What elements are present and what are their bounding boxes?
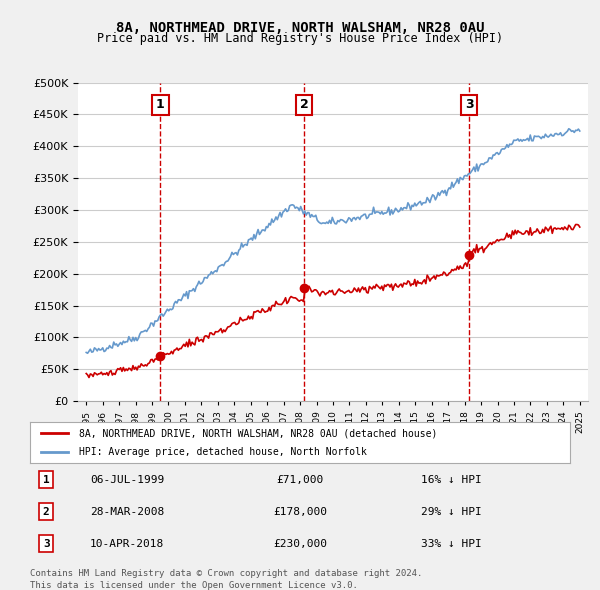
- Text: 8A, NORTHMEAD DRIVE, NORTH WALSHAM, NR28 0AU (detached house): 8A, NORTHMEAD DRIVE, NORTH WALSHAM, NR28…: [79, 428, 437, 438]
- Text: £71,000: £71,000: [277, 475, 323, 485]
- Text: This data is licensed under the Open Government Licence v3.0.: This data is licensed under the Open Gov…: [30, 581, 358, 590]
- Text: 06-JUL-1999: 06-JUL-1999: [90, 475, 164, 485]
- Text: 16% ↓ HPI: 16% ↓ HPI: [421, 475, 482, 485]
- Text: £230,000: £230,000: [273, 539, 327, 549]
- Text: Contains HM Land Registry data © Crown copyright and database right 2024.: Contains HM Land Registry data © Crown c…: [30, 569, 422, 578]
- Text: 2: 2: [299, 99, 308, 112]
- Text: 1: 1: [156, 99, 165, 112]
- Text: 3: 3: [465, 99, 473, 112]
- Text: 8A, NORTHMEAD DRIVE, NORTH WALSHAM, NR28 0AU: 8A, NORTHMEAD DRIVE, NORTH WALSHAM, NR28…: [116, 21, 484, 35]
- Text: 2: 2: [43, 507, 50, 517]
- Text: 10-APR-2018: 10-APR-2018: [90, 539, 164, 549]
- Text: Price paid vs. HM Land Registry's House Price Index (HPI): Price paid vs. HM Land Registry's House …: [97, 32, 503, 45]
- Text: 29% ↓ HPI: 29% ↓ HPI: [421, 507, 482, 517]
- Text: 1: 1: [43, 475, 50, 485]
- Text: 3: 3: [43, 539, 50, 549]
- Text: £178,000: £178,000: [273, 507, 327, 517]
- Text: 33% ↓ HPI: 33% ↓ HPI: [421, 539, 482, 549]
- Text: 28-MAR-2008: 28-MAR-2008: [90, 507, 164, 517]
- Text: HPI: Average price, detached house, North Norfolk: HPI: Average price, detached house, Nort…: [79, 447, 367, 457]
